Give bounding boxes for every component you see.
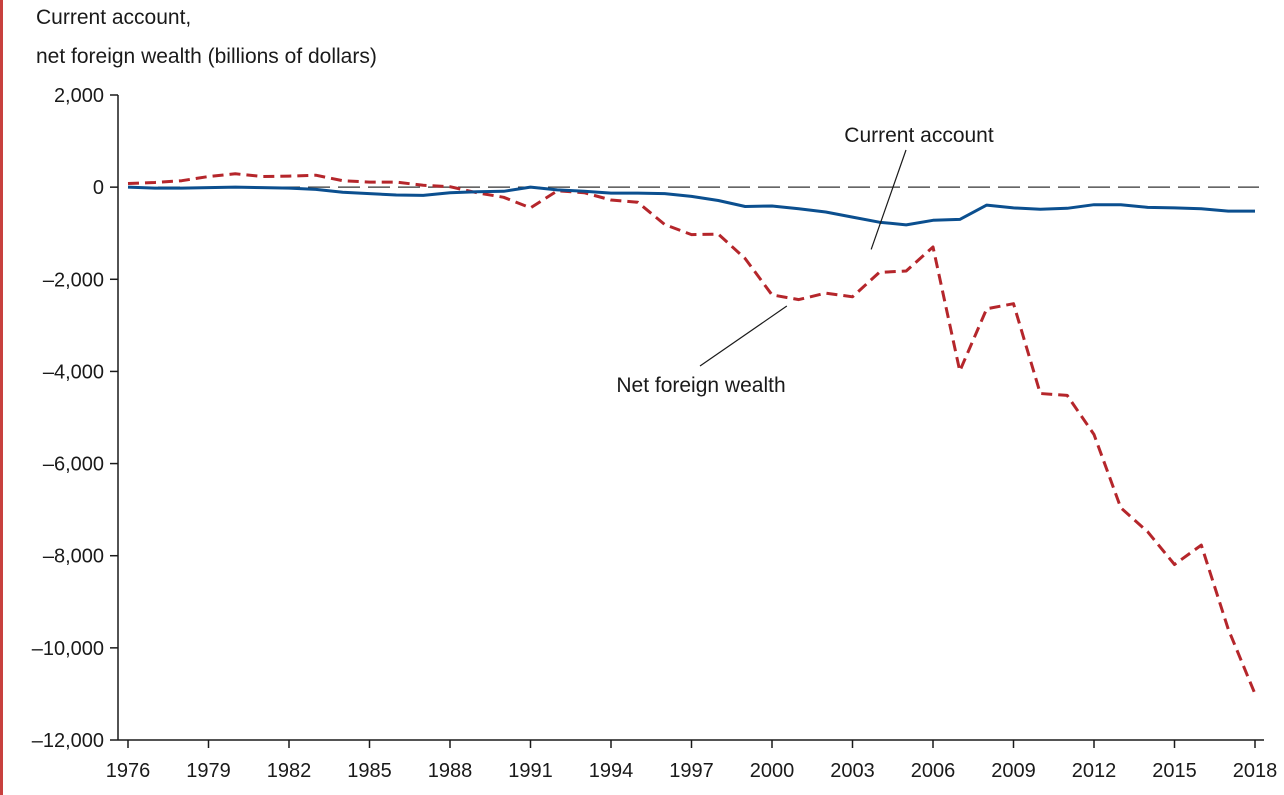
net-foreign-wealth-leader-line (699, 305, 788, 367)
x-tick-label: 1976 (106, 760, 151, 782)
y-tick-label: 0 (93, 177, 104, 199)
annotations: Current account Net foreign wealth (616, 124, 993, 397)
series-current-account-line (127, 185, 1255, 227)
x-tick-label: 2012 (1072, 760, 1117, 782)
y-axis-label-line-1: Current account, (36, 6, 192, 29)
x-tick-label: 2000 (750, 760, 795, 782)
x-tick-label: 1985 (347, 760, 392, 782)
y-tick-label: –2,000 (43, 269, 104, 291)
chart-axes (110, 94, 1264, 748)
x-tick-label: 2003 (830, 760, 875, 782)
series-net-foreign-wealth-line (127, 172, 1257, 695)
x-tick-label: 2006 (911, 760, 956, 782)
x-tick-label: 1991 (508, 760, 553, 782)
x-tick-label: 2009 (991, 760, 1036, 782)
y-tick-label: –10,000 (32, 638, 104, 660)
series-lines (127, 172, 1257, 695)
y-tick-label: –4,000 (43, 361, 104, 383)
x-tick-label: 1979 (186, 760, 231, 782)
tick-labels: 2,000 0 –2,000 –4,000 –6,000 –8,000 –10,000 –12… (32, 85, 1278, 782)
x-tick-label: 1988 (428, 760, 473, 782)
y-axis-label-line-2: net foreign wealth (billions of dollars) (36, 45, 377, 68)
y-tick-label: –12,000 (32, 730, 104, 752)
current-account-annotation: Current account (844, 124, 994, 147)
x-tick-label: 2018 (1233, 760, 1278, 782)
y-tick-label: –8,000 (43, 546, 104, 568)
left-accent-rule (0, 0, 3, 795)
current-account-leader-line (870, 149, 907, 250)
x-tick-label: 2015 (1152, 760, 1197, 782)
y-tick-label: –6,000 (43, 454, 104, 476)
x-tick-label: 1982 (267, 760, 312, 782)
x-tick-label: 1994 (589, 760, 634, 782)
y-tick-label: 2,000 (54, 85, 104, 107)
x-tick-label: 1997 (669, 760, 714, 782)
net-foreign-wealth-annotation: Net foreign wealth (616, 374, 785, 397)
